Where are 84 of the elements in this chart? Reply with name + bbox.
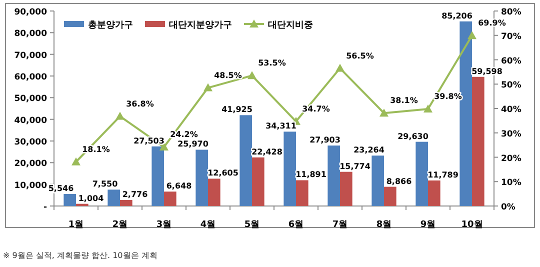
data-label: 27,903 — [310, 136, 340, 145]
bar — [372, 156, 384, 206]
point — [116, 112, 124, 120]
bar — [108, 190, 120, 206]
y2-tick-label: 20% — [501, 154, 522, 164]
point — [204, 83, 212, 92]
bar — [240, 115, 252, 206]
legend-label: 총분양가구 — [88, 20, 133, 30]
bar — [472, 76, 484, 206]
bar — [120, 200, 132, 206]
data-label: 5,546 — [48, 184, 74, 193]
y-tick-label: - — [43, 202, 48, 212]
point — [424, 104, 432, 112]
data-label: 41,925 — [222, 105, 253, 114]
bar — [416, 142, 428, 206]
y2-tick-label: 40% — [501, 105, 522, 115]
data-label: 59,598 — [472, 66, 503, 76]
data-label: 85,206 — [442, 11, 473, 20]
data-label: 48.5% — [214, 70, 242, 80]
point — [468, 31, 476, 40]
data-label: 22,428 — [252, 147, 283, 156]
y2-tick-label: 30% — [501, 129, 522, 140]
x-tick-label: 4월 — [200, 220, 216, 230]
data-label: 8,866 — [386, 176, 412, 186]
data-label: 56.5% — [346, 51, 374, 60]
point — [336, 64, 344, 72]
legend-label: 대단지비중 — [268, 20, 313, 30]
bar — [64, 194, 76, 206]
x-tick-label: 2월 — [112, 220, 128, 230]
data-label: 34,311 — [266, 122, 297, 131]
y-tick-label: 80,000 — [14, 29, 48, 40]
y-tick-label: 60,000 — [14, 72, 48, 82]
y-tick-label: 90,000 — [14, 8, 48, 18]
data-label: 36.8% — [126, 99, 154, 108]
bar — [152, 146, 164, 206]
y-tick-label: 70,000 — [14, 50, 48, 61]
y-tick-label: 30,000 — [14, 138, 48, 148]
y2-tick-label: 70% — [501, 32, 522, 42]
bar — [340, 172, 352, 206]
data-label: 69.9% — [478, 18, 506, 28]
bar — [196, 150, 208, 206]
data-label: 11,891 — [296, 170, 327, 180]
data-label: 6,648 — [166, 182, 192, 191]
bar — [208, 178, 220, 206]
point — [380, 108, 388, 117]
bar — [328, 146, 340, 206]
x-tick-label: 10월 — [461, 220, 483, 230]
x-tick-label: 6월 — [288, 220, 304, 230]
x-tick-label: 5월 — [244, 220, 260, 230]
x-tick-label: 1월 — [68, 220, 84, 230]
y-tick-label: 10,000 — [14, 180, 48, 191]
data-label: 23,264 — [354, 146, 385, 155]
bar — [384, 186, 396, 206]
y2-tick-label: 10% — [501, 178, 522, 188]
legend-label: 대단지분양가구 — [169, 20, 232, 30]
data-label: 29,630 — [398, 132, 429, 141]
y2-tick-label: 60% — [501, 56, 522, 66]
x-tick-label: 9월 — [420, 220, 436, 230]
bar — [252, 157, 264, 206]
bar — [296, 180, 308, 206]
data-label: 38.1% — [390, 96, 418, 106]
x-tick-label: 7월 — [332, 220, 348, 230]
x-tick-label: 8월 — [376, 220, 392, 230]
bar — [164, 192, 176, 206]
data-label: 53.5% — [258, 58, 286, 68]
bar — [428, 180, 440, 206]
data-label: 1,004 — [78, 194, 104, 203]
point — [72, 157, 80, 166]
data-label: 7,550 — [92, 180, 118, 189]
text: ※ 9월은 실적, 계획물량 합산. 10월은 계획 — [3, 251, 158, 260]
data-label: 2,776 — [122, 190, 148, 199]
y-tick-label: 50,000 — [14, 94, 48, 104]
point — [248, 71, 256, 80]
y2-tick-label: 80% — [501, 8, 522, 18]
y-tick-label: 20,000 — [14, 159, 48, 170]
y2-tick-label: 0% — [501, 202, 516, 212]
y-tick-label: 40,000 — [14, 116, 48, 126]
x-tick-label: 3월 — [156, 220, 172, 230]
bar — [284, 132, 296, 206]
data-label: 15,774 — [340, 162, 371, 171]
data-label: 11,789 — [428, 170, 459, 180]
data-label: 25,970 — [178, 140, 209, 149]
y2-tick-label: 50% — [501, 80, 522, 91]
data-label: 12,605 — [208, 168, 239, 178]
